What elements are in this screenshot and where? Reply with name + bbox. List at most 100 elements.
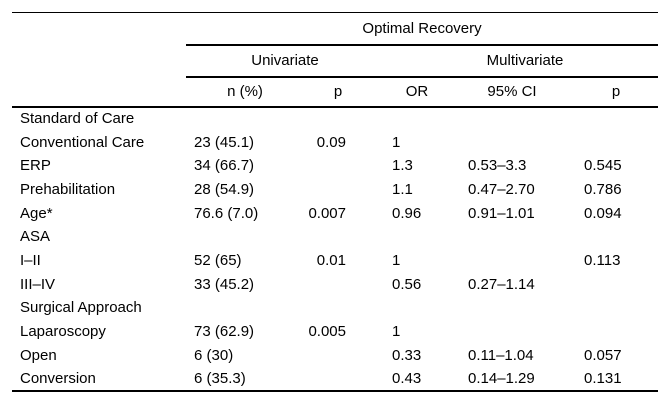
cell-p-univariate: 0.007 xyxy=(308,204,346,222)
cell-or: 1.1 xyxy=(392,180,413,198)
column-header-p-univariate: p xyxy=(304,76,372,108)
row-label: III–IV xyxy=(20,275,56,293)
cell-p-multivariate: 0.094 xyxy=(584,204,622,222)
cell-p-multivariate xyxy=(574,130,658,154)
cell-or: 1.3 xyxy=(392,157,413,175)
cell-n-pct: 52 (65) xyxy=(194,251,242,269)
table-row: ERP 34 (66.7) 1.3 0.53–3.3 0.545 xyxy=(12,154,658,178)
cell-or xyxy=(372,107,450,131)
cell-95ci xyxy=(450,320,574,344)
cell-n-pct: 6 (30) xyxy=(194,346,234,364)
group-header-row: Univariate Multivariate xyxy=(12,44,659,78)
column-header-row: n (%) p OR 95% CI p xyxy=(12,76,659,108)
cell-95ci: 0.47–2.70 xyxy=(468,180,535,198)
row-label: Conventional Care xyxy=(20,133,145,151)
cell-or xyxy=(372,296,450,320)
cell-p-univariate xyxy=(304,178,372,202)
cell-95ci xyxy=(450,296,574,320)
table-row: Laparoscopy 73 (62.9) 0.005 1 xyxy=(12,320,658,344)
cell-p-univariate xyxy=(304,367,372,391)
cell-p-univariate: 0.09 xyxy=(316,133,346,151)
title-row: Optimal Recovery xyxy=(12,12,659,46)
table-row: Standard of Care xyxy=(12,107,658,131)
cell-95ci: 0.27–1.14 xyxy=(468,275,535,293)
cell-p-univariate xyxy=(304,154,372,178)
cell-95ci xyxy=(450,107,574,131)
cell-p-multivariate: 0.545 xyxy=(584,157,622,175)
cell-p-multivariate xyxy=(574,320,658,344)
row-label: ASA xyxy=(20,228,51,246)
cell-p-multivariate: 0.786 xyxy=(584,180,622,198)
table-row: Prehabilitation 28 (54.9) 1.1 0.47–2.70 … xyxy=(12,178,658,202)
cell-or xyxy=(372,225,450,249)
table-row: Age* 76.6 (7.0) 0.007 0.96 0.91–1.01 0.0… xyxy=(12,201,658,225)
cell-95ci xyxy=(450,130,574,154)
cell-or: 0.56 xyxy=(392,275,422,293)
empty-corner-cell xyxy=(12,76,186,108)
cell-p-multivariate xyxy=(574,225,658,249)
cell-p-univariate xyxy=(304,272,372,296)
cell-n-pct: 73 (62.9) xyxy=(194,323,255,341)
cell-n-pct: 23 (45.1) xyxy=(194,133,255,151)
cell-n-pct xyxy=(186,296,304,320)
cell-95ci: 0.53–3.3 xyxy=(468,157,527,175)
row-label: I–II xyxy=(20,251,41,269)
cell-or: 0.43 xyxy=(392,369,422,387)
table-row: Surgical Approach xyxy=(12,296,658,320)
cell-or: 0.96 xyxy=(392,204,422,222)
group-header-multivariate: Multivariate xyxy=(372,44,659,78)
cell-p-multivariate: 0.057 xyxy=(584,346,622,364)
empty-corner-cell xyxy=(12,13,186,45)
row-label: Prehabilitation xyxy=(20,180,116,198)
cell-or: 0.33 xyxy=(392,346,422,364)
cell-p-univariate xyxy=(304,296,372,320)
row-label: Age* xyxy=(20,204,53,222)
cell-p-multivariate xyxy=(574,272,658,296)
cell-or: 1 xyxy=(392,133,401,151)
cell-p-multivariate: 0.131 xyxy=(584,369,622,387)
table-title: Optimal Recovery xyxy=(186,12,659,46)
column-header-n-pct: n (%) xyxy=(186,76,304,108)
table-row: Conventional Care 23 (45.1) 0.09 1 xyxy=(12,130,658,154)
cell-95ci xyxy=(450,225,574,249)
row-label: Laparoscopy xyxy=(20,323,106,341)
row-label: Standard of Care xyxy=(20,110,135,128)
cell-95ci: 0.11–1.04 xyxy=(468,346,534,364)
group-header-univariate: Univariate xyxy=(186,44,372,78)
cell-n-pct xyxy=(186,107,304,131)
cell-95ci: 0.91–1.01 xyxy=(468,204,535,222)
cell-p-univariate: 0.01 xyxy=(316,251,346,269)
table-row: ASA xyxy=(12,225,658,249)
column-header-or: OR xyxy=(372,76,450,108)
cell-n-pct: 76.6 (7.0) xyxy=(194,204,259,222)
cell-p-multivariate xyxy=(574,107,658,131)
cell-n-pct: 6 (35.3) xyxy=(194,369,246,387)
cell-p-univariate xyxy=(304,225,372,249)
column-header-p-multivariate: p xyxy=(574,76,659,108)
cell-95ci: 0.14–1.29 xyxy=(468,369,535,387)
cell-95ci xyxy=(450,249,574,273)
empty-corner-cell xyxy=(12,45,186,77)
optimal-recovery-table: Optimal Recovery Univariate Multivariate… xyxy=(12,12,659,392)
table-row: III–IV 33 (45.2) 0.56 0.27–1.14 xyxy=(12,272,658,296)
cell-or: 1 xyxy=(392,323,401,341)
column-header-95ci: 95% CI xyxy=(450,76,574,108)
cell-p-multivariate: 0.113 xyxy=(584,251,621,269)
cell-n-pct: 34 (66.7) xyxy=(194,157,255,175)
cell-or: 1 xyxy=(392,251,401,269)
table-row: I–II 52 (65) 0.01 1 0.113 xyxy=(12,249,658,273)
row-label: Surgical Approach xyxy=(20,299,142,317)
cell-n-pct: 28 (54.9) xyxy=(194,180,255,198)
cell-p-multivariate xyxy=(574,296,658,320)
row-label: Conversion xyxy=(20,369,96,387)
row-label: Open xyxy=(20,346,57,364)
cell-p-univariate: 0.005 xyxy=(308,323,346,341)
cell-n-pct xyxy=(186,225,304,249)
table-row: Conversion 6 (35.3) 0.43 0.14–1.29 0.131 xyxy=(12,367,658,391)
cell-p-univariate xyxy=(304,107,372,131)
cell-n-pct: 33 (45.2) xyxy=(194,275,255,293)
table-row: Open 6 (30) 0.33 0.11–1.04 0.057 xyxy=(12,343,658,367)
cell-p-univariate xyxy=(304,343,372,367)
row-label: ERP xyxy=(20,157,51,175)
